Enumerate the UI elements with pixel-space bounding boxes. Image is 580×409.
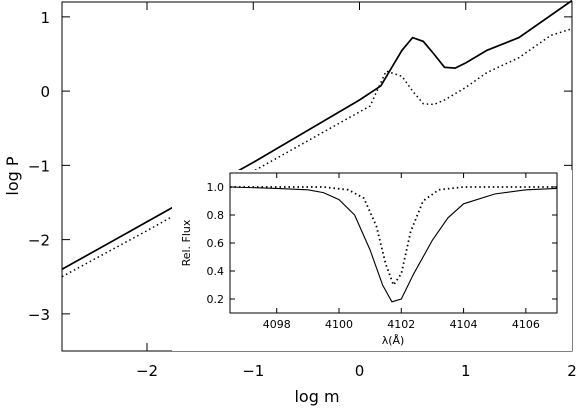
inset-x-tick-label: 4106 bbox=[512, 318, 540, 331]
series-y-tick-label: 1 bbox=[40, 9, 50, 27]
series-y-tick-label: −3 bbox=[28, 306, 50, 324]
series-series-dotted-line bbox=[61, 27, 573, 278]
inset-y-tick-label: 0.4 bbox=[207, 265, 225, 278]
series-x-tick-label: −1 bbox=[242, 362, 264, 380]
series-x-tick-label: 2 bbox=[567, 362, 577, 380]
inset-chart: 4098 4100 4102 4104 4106 0.2 0.4 0.6 0.8 1.0 λ(Å)… bbox=[172, 170, 572, 351]
main-y-axis-title: log P bbox=[3, 156, 22, 195]
series-y-tick-label: −1 bbox=[28, 157, 50, 175]
inset-x-tick-label: 4098 bbox=[263, 318, 291, 331]
inset-x-axis-title: λ(Å) bbox=[382, 334, 405, 347]
inset-y-tick-label: 0.6 bbox=[207, 237, 225, 250]
main-series bbox=[61, 0, 573, 278]
series-x-tick-label: −2 bbox=[136, 362, 158, 380]
inset-background bbox=[172, 170, 572, 351]
series-series-solid-line bbox=[61, 0, 573, 271]
inset-series-solid-line bbox=[229, 186, 558, 303]
inset-x-tick-label: 4102 bbox=[387, 318, 415, 331]
series-y-tick-label: −2 bbox=[28, 232, 50, 250]
series-x-tick-label: 0 bbox=[355, 362, 365, 380]
main-ticks: −2 −1 0 1 2 −3 −2 −1 0 1 bbox=[28, 2, 577, 380]
series-y-tick-label: 0 bbox=[40, 83, 50, 101]
inset-series bbox=[229, 186, 558, 303]
main-x-axis-title: log m bbox=[294, 387, 339, 406]
inset-y-tick-label: 0.8 bbox=[207, 209, 225, 222]
series-x-tick-label: 1 bbox=[461, 362, 471, 380]
inset-y-tick-label: 1.0 bbox=[207, 181, 225, 194]
inset-x-tick-label: 4100 bbox=[325, 318, 353, 331]
inset-y-axis-title: Rel. Flux bbox=[180, 219, 193, 266]
inset-x-tick-label: 4104 bbox=[450, 318, 478, 331]
inset-y-tick-label: 0.2 bbox=[207, 293, 225, 306]
